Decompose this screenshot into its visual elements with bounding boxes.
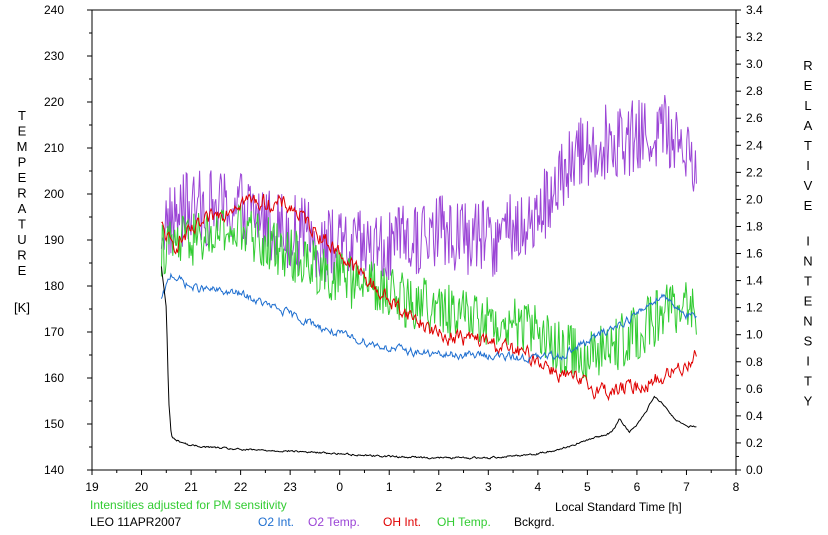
left-title-letter: R	[17, 248, 26, 263]
y-left-tick-label: 210	[44, 141, 64, 155]
x-tick-label: 8	[733, 480, 740, 494]
right-title-letter: I	[806, 354, 810, 369]
y-right-tick-label: 1.4	[746, 274, 763, 288]
right-title-letter: N	[803, 254, 812, 269]
y-right-tick-label: 0.0	[746, 463, 763, 477]
x-tick-label: 23	[283, 480, 297, 494]
y-right-tick-label: 1.2	[746, 301, 763, 315]
y-left-tick-label: 200	[44, 187, 64, 201]
legend-oh-int: OH Int.	[383, 515, 421, 529]
x-tick-label: 20	[135, 480, 149, 494]
y-right-tick-label: 0.6	[746, 382, 763, 396]
right-title-letter: Y	[804, 394, 813, 409]
y-right-tick-label: 2.8	[746, 84, 763, 98]
series-o2-temp	[160, 94, 697, 283]
y-left-tick-label: 140	[44, 463, 64, 477]
y-right-tick-label: 3.2	[746, 30, 763, 44]
station-date: LEO 11APR2007	[90, 515, 181, 529]
left-title-letter: P	[18, 155, 27, 170]
series-bckgrd	[160, 266, 697, 460]
left-title-letter: M	[17, 139, 28, 154]
y-right-tick-label: 3.0	[746, 57, 763, 71]
legend-o2-temp: O2 Temp.	[308, 515, 360, 529]
y-right-tick-label: 3.4	[746, 3, 763, 17]
left-title-letter: T	[18, 108, 26, 123]
axes-layer: 19 20 21 22 23 0 1 2 3 4 5 6 7 8140150160170180190200…	[44, 3, 763, 494]
left-title-letter: T	[18, 217, 26, 232]
legend-o2-int: O2 Int.	[258, 515, 294, 529]
y-right-tick-label: 2.6	[746, 111, 763, 125]
legend-oh-temp: OH Temp.	[437, 515, 491, 529]
x-tick-label: 6	[634, 480, 641, 494]
y-right-tick-label: 2.2	[746, 165, 763, 179]
left-title-letter: U	[17, 232, 26, 247]
y-left-tick-label: 160	[44, 371, 64, 385]
sensitivity-note: Intensities adjusted for PM sensitivity	[90, 498, 287, 512]
series-oh-temp	[160, 203, 697, 381]
right-title-letter: E	[804, 198, 813, 213]
x-tick-label: 2	[435, 480, 442, 494]
right-title-letter: I	[806, 158, 810, 173]
legend-bckgrd: Bckgrd.	[514, 515, 555, 529]
x-tick-label: 7	[683, 480, 690, 494]
y-right-tick-label: 0.4	[746, 409, 763, 423]
y-right-tick-label: 1.8	[746, 219, 763, 233]
right-title-letter: V	[804, 178, 813, 193]
y-left-tick-label: 180	[44, 279, 64, 293]
left-title-letter: E	[18, 124, 27, 139]
right-title-letter: L	[804, 98, 811, 113]
y-right-tick-label: 2.0	[746, 192, 763, 206]
y-right-tick-label: 0.2	[746, 436, 763, 450]
right-title-letter: I	[806, 234, 810, 249]
right-title-letter: T	[804, 274, 812, 289]
y-right-tick-label: 1.0	[746, 328, 763, 342]
y-left-tick-label: 150	[44, 417, 64, 431]
left-title-letter: A	[18, 201, 27, 216]
x-tick-label: 19	[85, 480, 99, 494]
y-right-tick-label: 0.8	[746, 355, 763, 369]
y-left-tick-label: 190	[44, 233, 64, 247]
x-tick-label: 5	[584, 480, 591, 494]
left-title-letter: R	[17, 186, 26, 201]
y-right-tick-label: 1.6	[746, 247, 763, 261]
right-title-letter: R	[803, 58, 812, 73]
series-layer	[160, 94, 697, 460]
y-left-tick-label: 220	[44, 95, 64, 109]
right-title-letter: A	[804, 118, 813, 133]
y-left-tick-label: 240	[44, 3, 64, 17]
series-oh-int	[161, 193, 697, 402]
right-title-letter: T	[804, 138, 812, 153]
right-title-letter: E	[804, 294, 813, 309]
x-tick-label: 0	[336, 480, 343, 494]
right-title-letter: T	[804, 374, 812, 389]
right-title-letter: S	[804, 334, 813, 349]
x-tick-label: 22	[234, 480, 248, 494]
right-title-letter: N	[803, 314, 812, 329]
x-tick-label: 21	[184, 480, 198, 494]
left-title-letter: E	[18, 170, 27, 185]
right-title-letter: E	[804, 78, 813, 93]
x-tick-label: 1	[386, 480, 393, 494]
x-tick-label: 4	[535, 480, 542, 494]
series-o2-int	[160, 272, 697, 364]
left-title-letter: E	[18, 263, 27, 278]
y-right-tick-label: 2.4	[746, 138, 763, 152]
y-left-tick-label: 170	[44, 325, 64, 339]
y-left-tick-label: 230	[44, 49, 64, 63]
left-axis-unit: [K]	[14, 300, 30, 315]
x-axis-label: Local Standard Time [h]	[555, 500, 682, 514]
x-tick-label: 3	[485, 480, 492, 494]
